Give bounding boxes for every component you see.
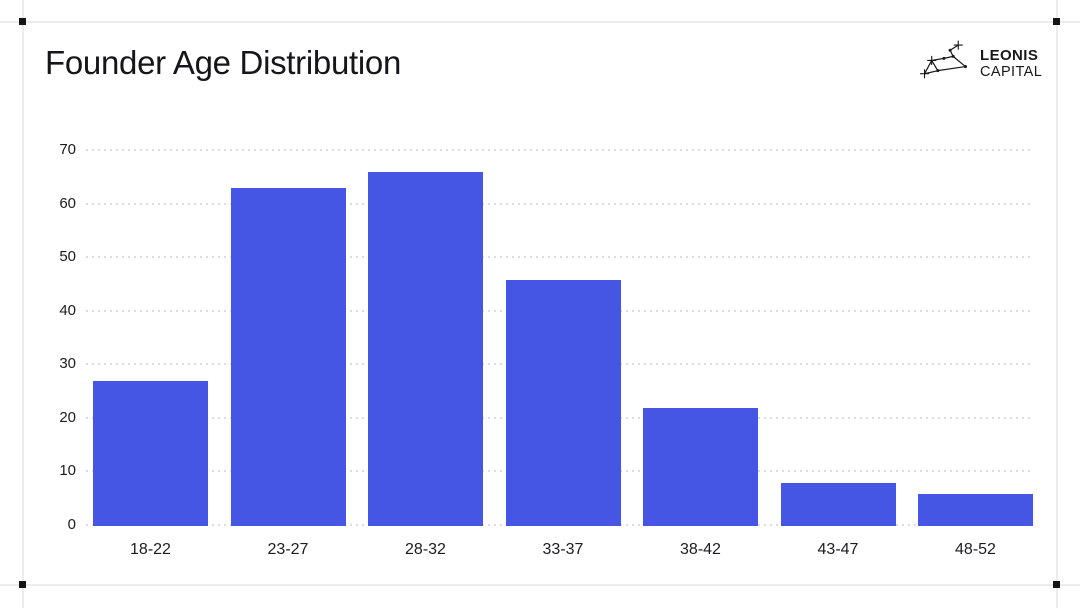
bar-48-52 — [918, 494, 1033, 526]
x-axis-label-43-47: 43-47 — [817, 541, 859, 558]
gridline-y-50 — [86, 256, 1033, 259]
leonis-capital-logo: LEONIS CAPITAL — [920, 40, 1042, 86]
gridline-y-60 — [86, 202, 1033, 205]
frame-line-right — [1056, 0, 1058, 608]
y-tick-label-0: 0 — [67, 516, 76, 533]
x-axis-labels: 18-22 23-27 28-32 33-37 38-42 43-47 48-52 — [86, 541, 1033, 559]
page-title: Founder Age Distribution — [45, 44, 402, 81]
bar-18-22 — [93, 381, 208, 526]
frame-mark-bottom-left — [19, 581, 26, 588]
bar-33-37 — [505, 280, 621, 526]
y-tick-label-30: 30 — [59, 355, 76, 373]
bar-series — [86, 150, 1033, 526]
x-axis-label-23-27: 23-27 — [267, 541, 309, 558]
bar-28-32 — [368, 172, 483, 526]
frame-line-left — [22, 0, 24, 608]
y-tick-label-10: 10 — [59, 462, 76, 480]
x-axis-label-38-42: 38-42 — [680, 541, 721, 558]
y-tick-label-20: 20 — [59, 408, 76, 426]
y-tick-label-50: 50 — [59, 248, 76, 266]
leo-constellation-icon — [920, 40, 972, 86]
frame-line-bottom — [0, 584, 1080, 586]
bar-38-42 — [643, 408, 758, 526]
frame-mark-bottom-right — [1053, 581, 1060, 588]
x-axis-label-48-52: 48-52 — [955, 541, 996, 558]
y-tick-label-70: 70 — [59, 141, 76, 158]
logo-line1: LEONIS — [980, 46, 1039, 64]
gridline-y-70 — [86, 149, 1033, 151]
x-axis-label-33-37: 33-37 — [542, 541, 584, 558]
frame-line-top — [0, 21, 1080, 23]
frame-mark-top-left — [19, 18, 26, 25]
bar-43-47 — [780, 483, 896, 526]
x-axis-label-28-32: 28-32 — [405, 541, 446, 558]
y-tick-label-40: 40 — [59, 301, 76, 319]
logo-line2: CAPITAL — [980, 63, 1043, 80]
frame-mark-top-right — [1053, 18, 1060, 25]
bar-23-27 — [230, 188, 346, 526]
logo-wordmark: LEONIS CAPITAL — [980, 47, 1042, 80]
x-axis-label-18-22: 18-22 — [130, 541, 171, 558]
y-tick-label-60: 60 — [59, 194, 76, 212]
